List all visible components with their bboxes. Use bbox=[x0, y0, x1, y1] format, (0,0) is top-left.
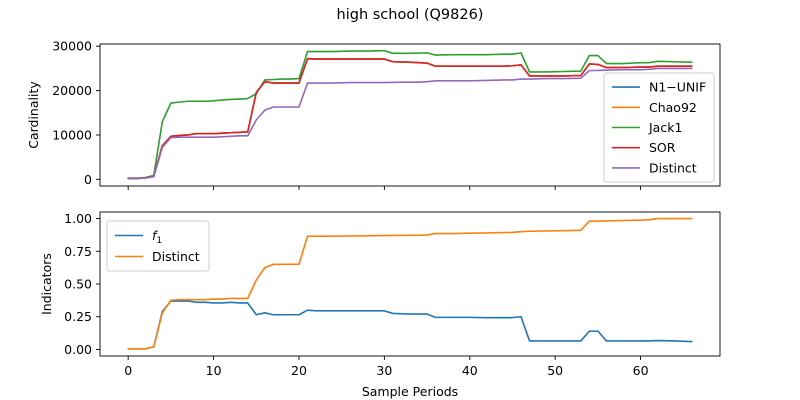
y-tick-label: 0.75 bbox=[64, 244, 92, 259]
y-tick-label: 0.00 bbox=[64, 342, 92, 357]
series-line-sor-0 bbox=[127, 57, 693, 180]
x-tick-label: 50 bbox=[547, 363, 563, 378]
figure-title: high school (Q9826) bbox=[337, 7, 484, 23]
legend-box bbox=[106, 220, 210, 272]
x-tick-label: 0 bbox=[124, 363, 132, 378]
legend-label: Jack1 bbox=[648, 120, 682, 135]
legend: f1 Distinct bbox=[106, 220, 210, 272]
series-line-f-1 bbox=[127, 300, 693, 350]
y-tick-label: 20000 bbox=[52, 83, 92, 98]
indicators-plot: 0 10 20 30 40 50 60 0.00 0.25 0.50 0.75 1.00 Indicat… bbox=[39, 211, 721, 399]
x-tick-label: 30 bbox=[376, 363, 392, 378]
legend: N1−UNIF Chao92 Jack1 SOR Distinct bbox=[603, 72, 715, 183]
legend-label: Chao92 bbox=[649, 100, 697, 115]
series-line-jack1-0 bbox=[127, 49, 693, 179]
legend-label-main: f bbox=[152, 228, 158, 243]
legend-box bbox=[603, 72, 715, 183]
legend-label: Distinct bbox=[649, 160, 697, 175]
legend-label: Distinct bbox=[152, 249, 200, 264]
y-axis-label: Indicators bbox=[39, 253, 54, 315]
legend-label-subscript: 1 bbox=[156, 236, 162, 246]
series-line-distinct-1 bbox=[127, 217, 693, 350]
y-tick-label: 0 bbox=[84, 172, 92, 187]
y-tick-label: 1.00 bbox=[64, 211, 92, 226]
x-tick-label: 40 bbox=[462, 363, 478, 378]
cardinality-plot: 0 10000 20000 30000 Cardinality N1−UNIF Chao92… bbox=[26, 39, 721, 190]
x-tick-label: 20 bbox=[291, 363, 307, 378]
x-tick-label: 10 bbox=[206, 363, 222, 378]
y-axis-label: Cardinality bbox=[26, 81, 41, 149]
y-tick-label: 0.50 bbox=[64, 277, 92, 292]
series-line-distinct-0 bbox=[127, 67, 693, 180]
legend-label: f1 bbox=[152, 228, 162, 246]
axes-frame bbox=[99, 43, 721, 187]
y-tick-label: 30000 bbox=[52, 39, 92, 54]
x-axis-label: Sample Periods bbox=[362, 384, 458, 399]
x-tick-label: 60 bbox=[633, 363, 649, 378]
legend-label: SOR bbox=[649, 140, 676, 155]
legend-label: N1−UNIF bbox=[649, 80, 706, 95]
y-tick-label: 0.25 bbox=[64, 309, 92, 324]
y-tick-label: 10000 bbox=[52, 127, 92, 142]
